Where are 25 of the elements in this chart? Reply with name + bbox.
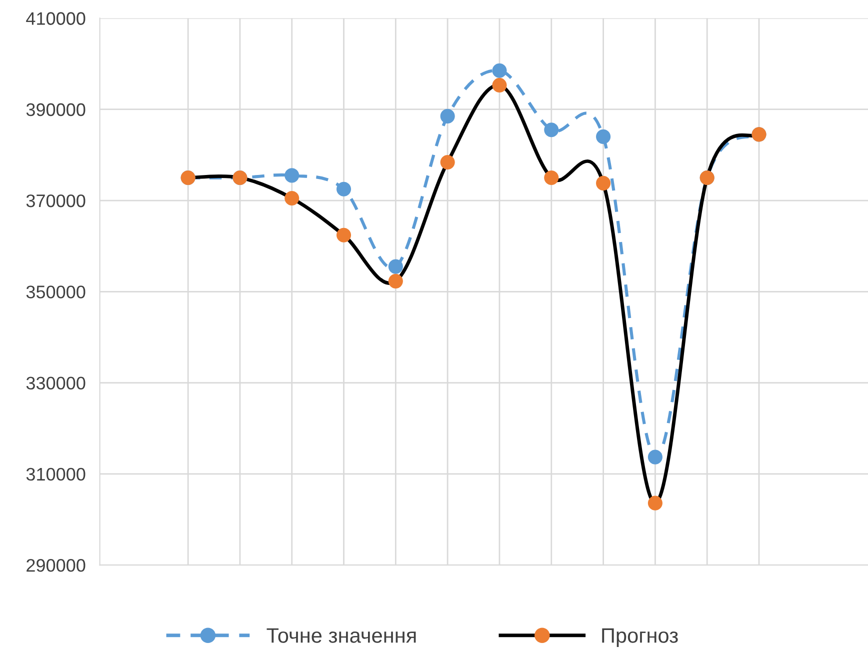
point (648, 450, 662, 464)
point (336, 228, 352, 242)
point (284, 190, 300, 206)
point (440, 108, 455, 124)
y-tick-label: 350000 (26, 286, 86, 298)
point (388, 259, 403, 274)
y-tick-label: 330000 (26, 376, 86, 390)
legend-label: Прогноз (602, 628, 678, 647)
point (336, 182, 352, 196)
y-tick-label: 290000 (26, 559, 86, 572)
point (440, 154, 455, 170)
point (596, 129, 611, 144)
point (596, 176, 611, 190)
y-tick-label: 410000 (26, 12, 86, 25)
point (544, 170, 559, 186)
point (544, 122, 559, 138)
legend-label: Точне значення (266, 628, 416, 643)
y-tick-label: 370000 (26, 194, 86, 208)
point (492, 63, 507, 78)
point (648, 496, 662, 510)
y-tick-label: 390000 (26, 103, 86, 116)
point (284, 168, 300, 183)
y-tick-label: 310000 (26, 468, 86, 481)
point (492, 78, 507, 92)
point (388, 274, 403, 288)
